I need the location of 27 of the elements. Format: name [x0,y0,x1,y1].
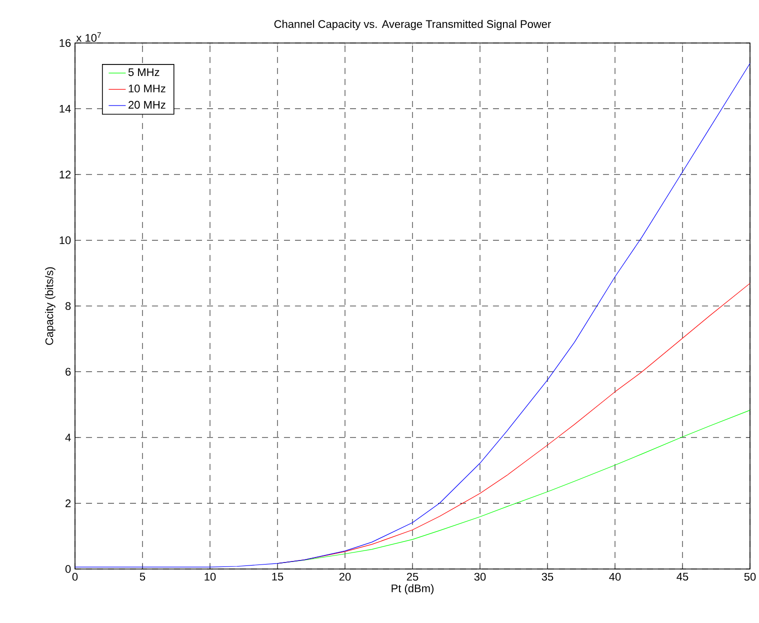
y-tick-label: 14 [60,104,71,113]
x-tick-label: 5 [140,572,146,581]
y-tick-label: 8 [66,302,71,310]
y-tick-label: 2 [66,499,71,508]
y-tick-label: 6 [66,368,71,376]
legend-label: 5 MHz [128,68,160,76]
y-tick-label: 0 [65,565,71,573]
x-tick-label: 30 [474,572,486,581]
y-axis-title: Capacity (bits/s) [45,267,56,345]
x-tick-label: 35 [542,572,554,581]
x-tick-label: 25 [406,572,418,581]
x-tick-label: 10 [204,572,216,581]
x-tick-label: 0 [72,572,78,581]
legend-label: 10 MHz [128,84,166,92]
text: x 10$^{7}$ [76,32,101,42]
legend-label: 20 MHz [128,100,166,109]
x-tick-label: 15 [272,572,284,581]
y-tick-label: 10 [60,236,71,244]
y-tick-label: 12 [60,170,71,178]
y-tick-label: 16 [60,39,71,47]
x-tick-label: 50 [744,572,756,581]
x-tick-label: 45 [676,572,688,581]
chart-title: Channel Capacity vs. Average Transmitted Signal Power [274,20,551,30]
x-tick-label: 20 [339,572,351,581]
y-tick-label: 4 [65,434,71,442]
x-tick-label: 40 [609,572,621,581]
x-axis-title: Pt (dBm) [392,584,434,594]
